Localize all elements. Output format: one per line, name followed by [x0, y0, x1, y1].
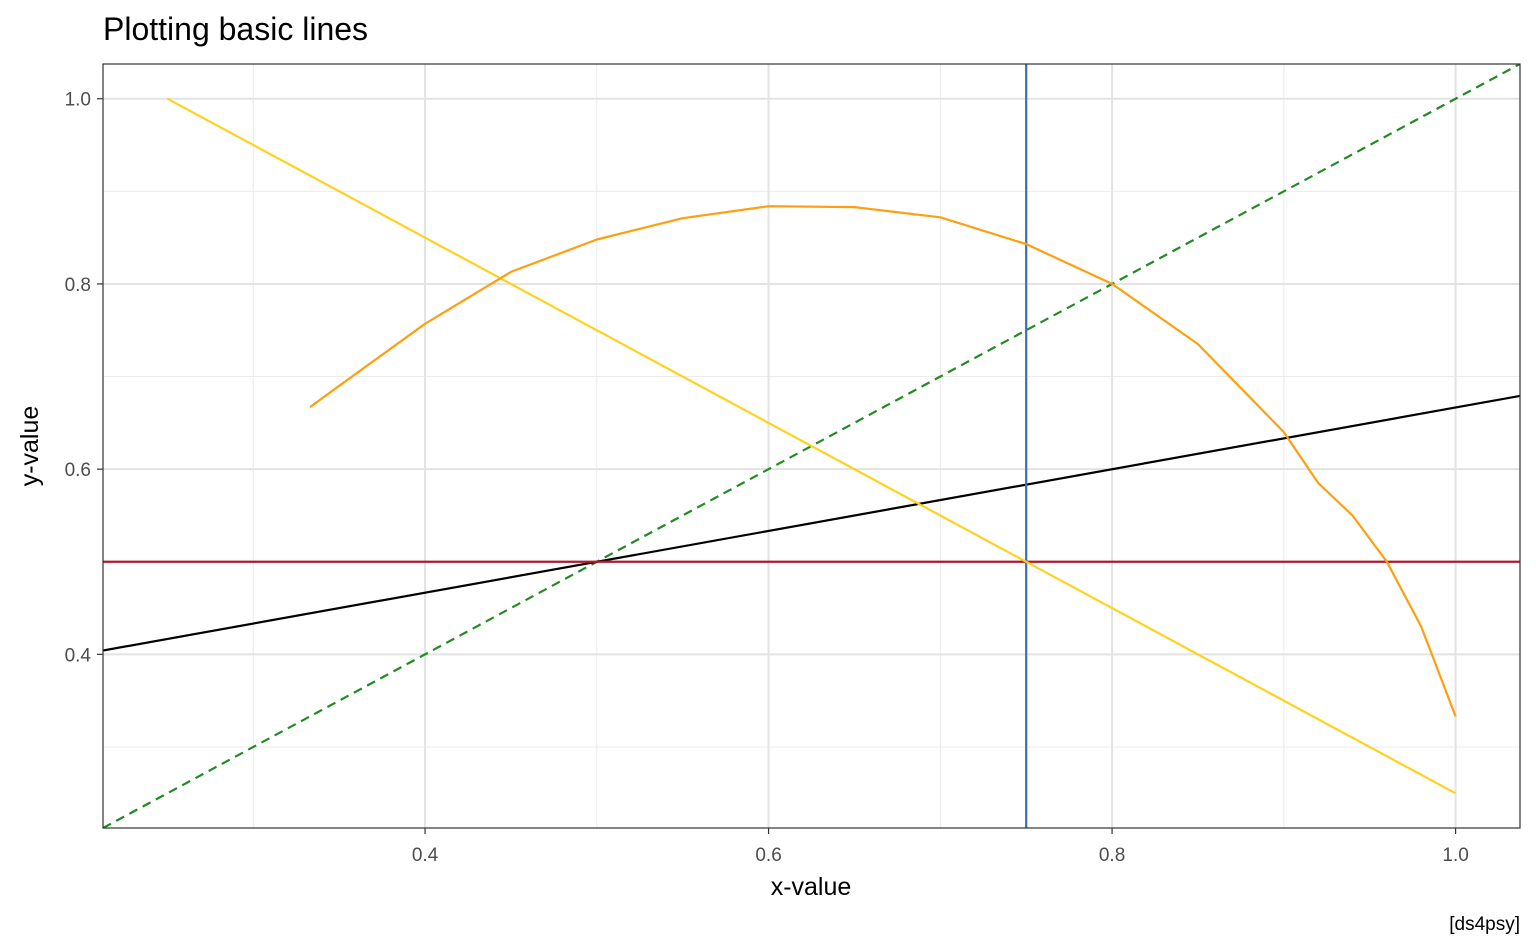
x-tick-label: 0.8 — [1099, 845, 1125, 866]
x-axis-label: x-value — [771, 873, 852, 901]
x-axis-ticks: 0.4 0.6 0.8 1.0 — [412, 828, 1469, 866]
x-tick-label: 1.0 — [1442, 845, 1468, 866]
panel-border — [102, 63, 1521, 829]
y-tick-label: 1.0 — [65, 90, 91, 111]
y-axis-ticks: 0.4 0.6 0.8 1.0 — [65, 90, 103, 666]
y-tick-label: 0.6 — [65, 460, 91, 481]
path-series-4 — [166, 97, 1457, 795]
caption: [ds4psy] — [1449, 914, 1520, 935]
x-tick-label: 0.6 — [755, 845, 781, 866]
abline-series-1 — [103, 394, 1520, 652]
chart-title: Plotting basic lines — [103, 11, 368, 47]
series-layer — [103, 64, 1520, 828]
y-tick-label: 0.4 — [65, 645, 92, 666]
x-tick-label: 0.4 — [412, 845, 439, 866]
path-series-5 — [309, 205, 1457, 717]
abline-series-0 — [103, 64, 1520, 828]
y-tick-label: 0.8 — [65, 275, 91, 296]
y-axis-label: y-value — [16, 406, 44, 487]
